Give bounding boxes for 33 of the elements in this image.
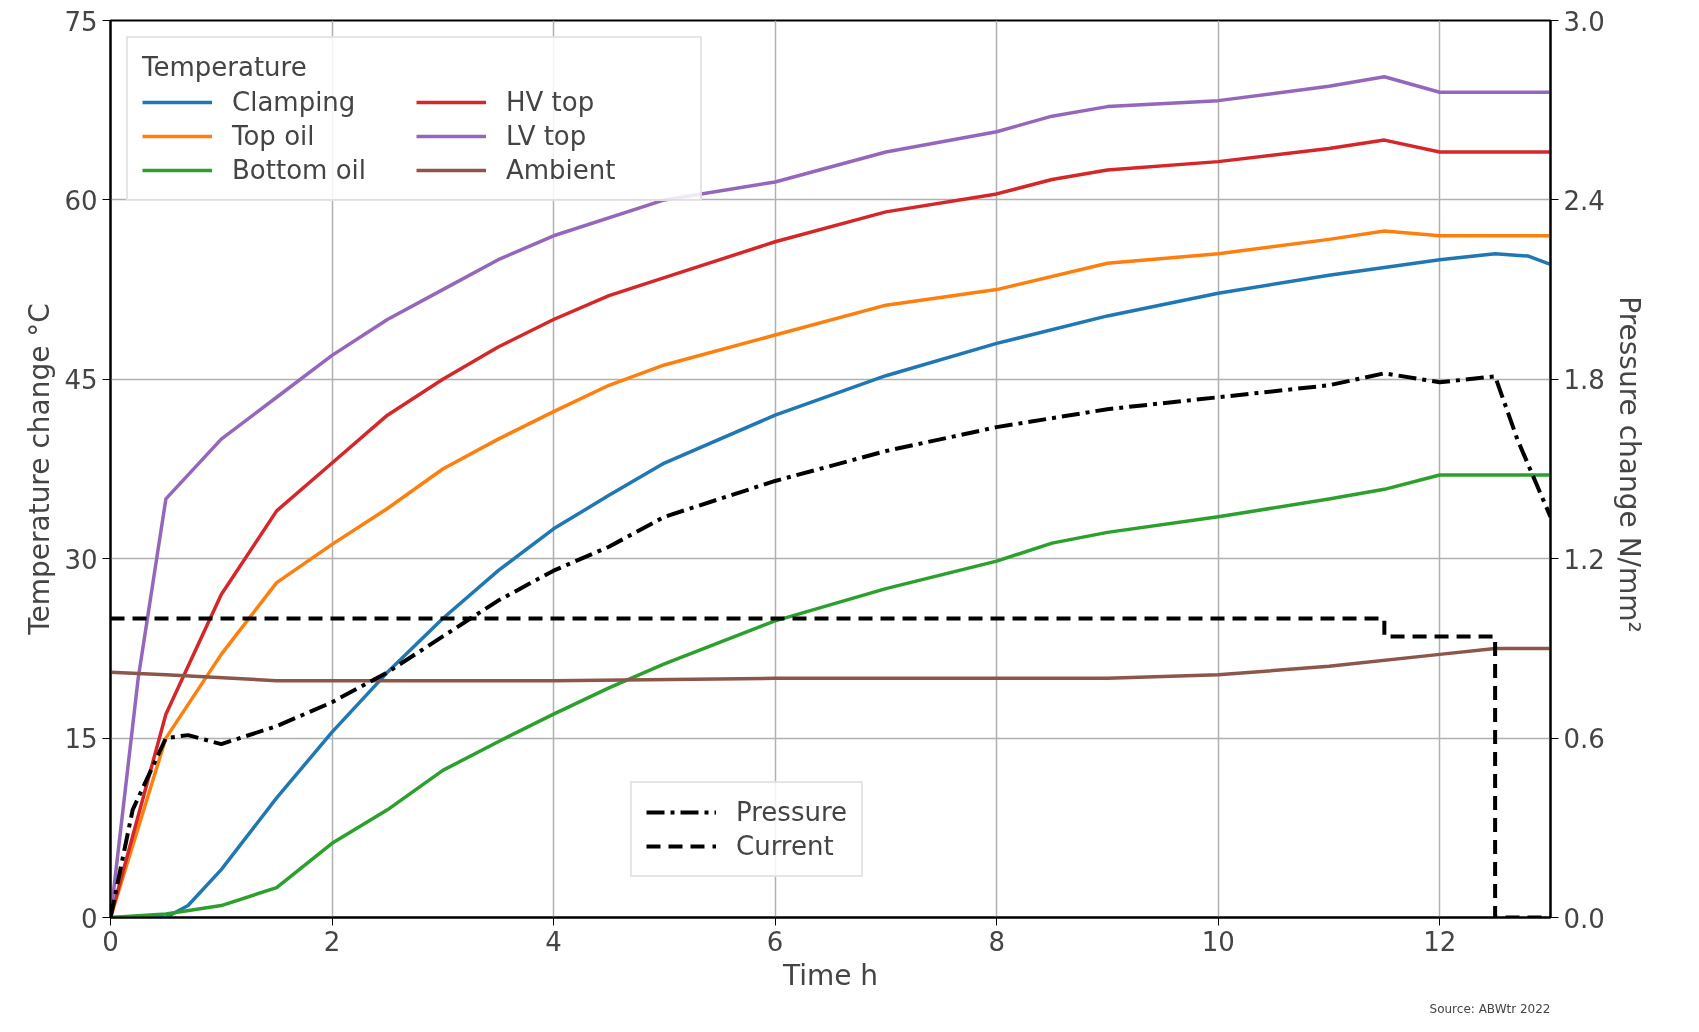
y-tick-label: 75 bbox=[64, 6, 98, 37]
y2-tick-label: 2.4 bbox=[1563, 185, 1605, 216]
y-tick-label: 0 bbox=[80, 903, 98, 934]
y2-tick-label: 1.2 bbox=[1563, 544, 1605, 575]
legend-label: Ambient bbox=[506, 155, 617, 185]
y2-tick-label: 3.0 bbox=[1563, 6, 1605, 37]
x-tick-label: 10 bbox=[1201, 926, 1235, 957]
legend-label: Clamping bbox=[232, 87, 357, 117]
legend-label: LV top bbox=[506, 121, 588, 151]
y-tick-label: 15 bbox=[64, 724, 98, 755]
x-tick-label: 4 bbox=[545, 926, 562, 957]
x-tick-label: 12 bbox=[1423, 926, 1457, 957]
x-tick-label: 8 bbox=[988, 926, 1005, 957]
x-tick-label: 2 bbox=[323, 926, 341, 957]
legend-label: Top oil bbox=[232, 121, 316, 151]
y-tick-label: 45 bbox=[64, 365, 98, 396]
y2-axis-title: Pressure change N/mm² bbox=[1612, 296, 1646, 633]
legend-title: Temperature bbox=[142, 52, 308, 82]
y-tick-label: 30 bbox=[64, 544, 98, 575]
y2-tick-label: 0.0 bbox=[1563, 903, 1605, 934]
x-tick-label: 6 bbox=[766, 926, 784, 957]
source-note: Source: ABWtr 2022 bbox=[1429, 1001, 1551, 1016]
legend-label: HV top bbox=[506, 87, 596, 117]
y-axis-title: Temperature change °C bbox=[23, 303, 57, 636]
legend-label: Pressure bbox=[736, 797, 848, 827]
x-tick-label: 0 bbox=[102, 926, 119, 957]
line-series bbox=[110, 646, 1551, 683]
y2-tick-label: 0.6 bbox=[1563, 724, 1605, 755]
y2-tick-label: 1.8 bbox=[1563, 365, 1605, 396]
legend-label: Bottom oil bbox=[232, 155, 367, 185]
legend-label: Current bbox=[736, 831, 834, 861]
x-axis-title: Time h bbox=[781, 958, 879, 992]
y-tick-label: 60 bbox=[64, 185, 98, 216]
